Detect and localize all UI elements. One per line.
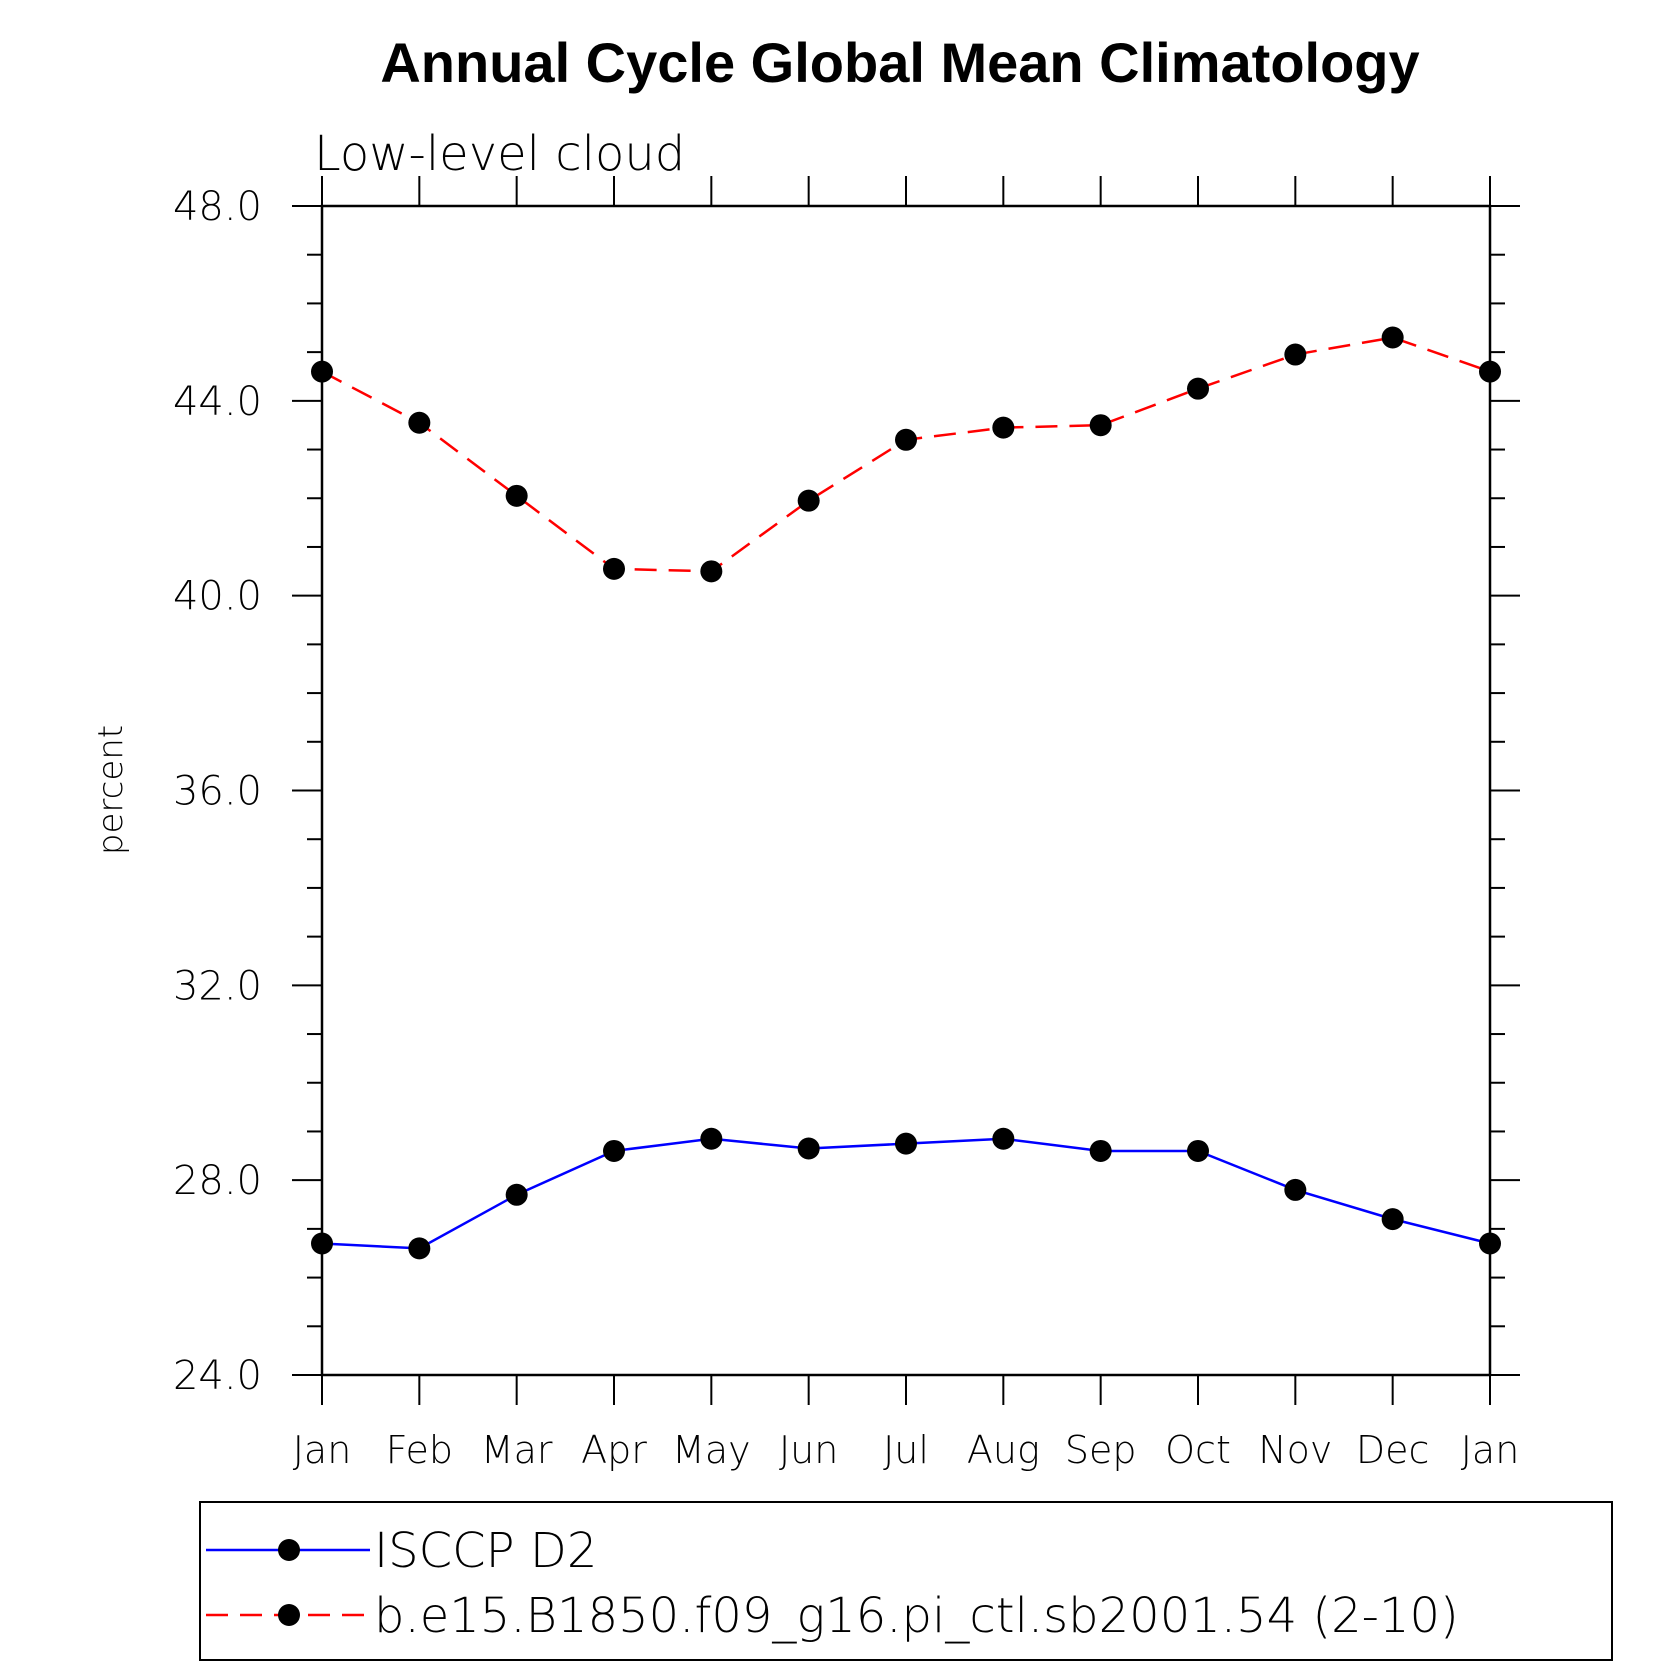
y-tick-label: 40.0 — [173, 574, 262, 620]
legend-box — [199, 1501, 1613, 1661]
data-point — [311, 1232, 333, 1255]
x-tick-label: Feb — [386, 1428, 453, 1472]
data-point — [1089, 414, 1112, 437]
y-tick-label: 28.0 — [173, 1158, 262, 1204]
axes — [320, 204, 1492, 1377]
data-point — [505, 484, 528, 507]
chart-title: Annual Cycle Global Mean Climatology — [380, 31, 1419, 94]
data-point — [1381, 326, 1404, 349]
legend-entry: ISCCP D2 — [206, 1523, 597, 1579]
x-tick-labels: Jan Feb Mar Apr May Jun Jul Aug Sep Oct Nov Dec Jan — [293, 1428, 1520, 1472]
data-point — [1284, 1178, 1307, 1201]
data-point — [1479, 360, 1501, 383]
legend-label: ISCCP D2 — [374, 1523, 597, 1579]
x-tick-label: Dec — [1356, 1428, 1430, 1472]
data-point — [797, 489, 820, 512]
y-axis-label: percent — [91, 725, 131, 855]
y-tick-label: 24.0 — [173, 1353, 262, 1399]
series-line — [321, 336, 1491, 573]
x-tick-label: Aug — [967, 1428, 1040, 1472]
y-tick-label: 44.0 — [173, 379, 262, 425]
data-point — [992, 1127, 1015, 1150]
legend-marker — [278, 1539, 300, 1561]
plot-frame — [320, 204, 1492, 1377]
data-point — [992, 416, 1015, 439]
data-point — [603, 557, 625, 580]
data-point — [603, 1139, 625, 1162]
x-tick-label: Apr — [581, 1428, 647, 1472]
data-point — [700, 560, 723, 583]
series-line — [321, 1137, 1491, 1250]
data-point — [408, 411, 431, 434]
data-point — [797, 1137, 820, 1160]
x-tick-label: Jan — [293, 1428, 352, 1472]
data-point — [700, 1127, 723, 1150]
data-point — [1187, 1139, 1209, 1162]
x-tick-label: Nov — [1258, 1428, 1332, 1472]
legend-marker — [278, 1604, 300, 1626]
data-point — [1381, 1208, 1404, 1231]
x-tick-label: Oct — [1165, 1428, 1231, 1472]
x-tick-label: Jun — [779, 1428, 838, 1472]
data-point — [408, 1237, 431, 1260]
x-tick-label: Jan — [1461, 1428, 1520, 1472]
data-point — [311, 360, 333, 383]
data-point — [895, 428, 917, 451]
y-tick-label: 36.0 — [173, 769, 262, 815]
legend-label: b.e15.B1850.f09_g16.pi_ctl.sb2001.54 (2-… — [374, 1588, 1459, 1644]
legend: ISCCP D2 b.e15.B1850.f09_g16.pi_ctl.sb200… — [199, 1501, 1613, 1661]
x-tick-label: Jul — [883, 1428, 929, 1472]
chart-subtitle: Low-level cloud — [314, 126, 685, 182]
x-tick-label: May — [672, 1428, 751, 1472]
data-point — [505, 1183, 528, 1206]
x-tick-label: Sep — [1065, 1428, 1137, 1472]
y-tick-label: 32.0 — [173, 963, 262, 1009]
y-tick-labels: 24.0 28.0 32.0 36.0 40.0 44.0 48.0 — [173, 184, 262, 1399]
data-point — [1089, 1139, 1112, 1162]
data-point — [1479, 1232, 1501, 1255]
legend-entry: b.e15.B1850.f09_g16.pi_ctl.sb2001.54 (2-… — [206, 1588, 1459, 1644]
y-tick-label: 48.0 — [173, 184, 262, 230]
data-point — [895, 1132, 917, 1155]
x-tick-label: Mar — [481, 1428, 553, 1472]
series-1 — [311, 1127, 1501, 1260]
axis-ticks — [292, 176, 1520, 1405]
data-series — [311, 326, 1501, 1260]
data-point — [1284, 343, 1307, 366]
data-point — [1187, 377, 1209, 400]
series-2 — [311, 326, 1501, 583]
